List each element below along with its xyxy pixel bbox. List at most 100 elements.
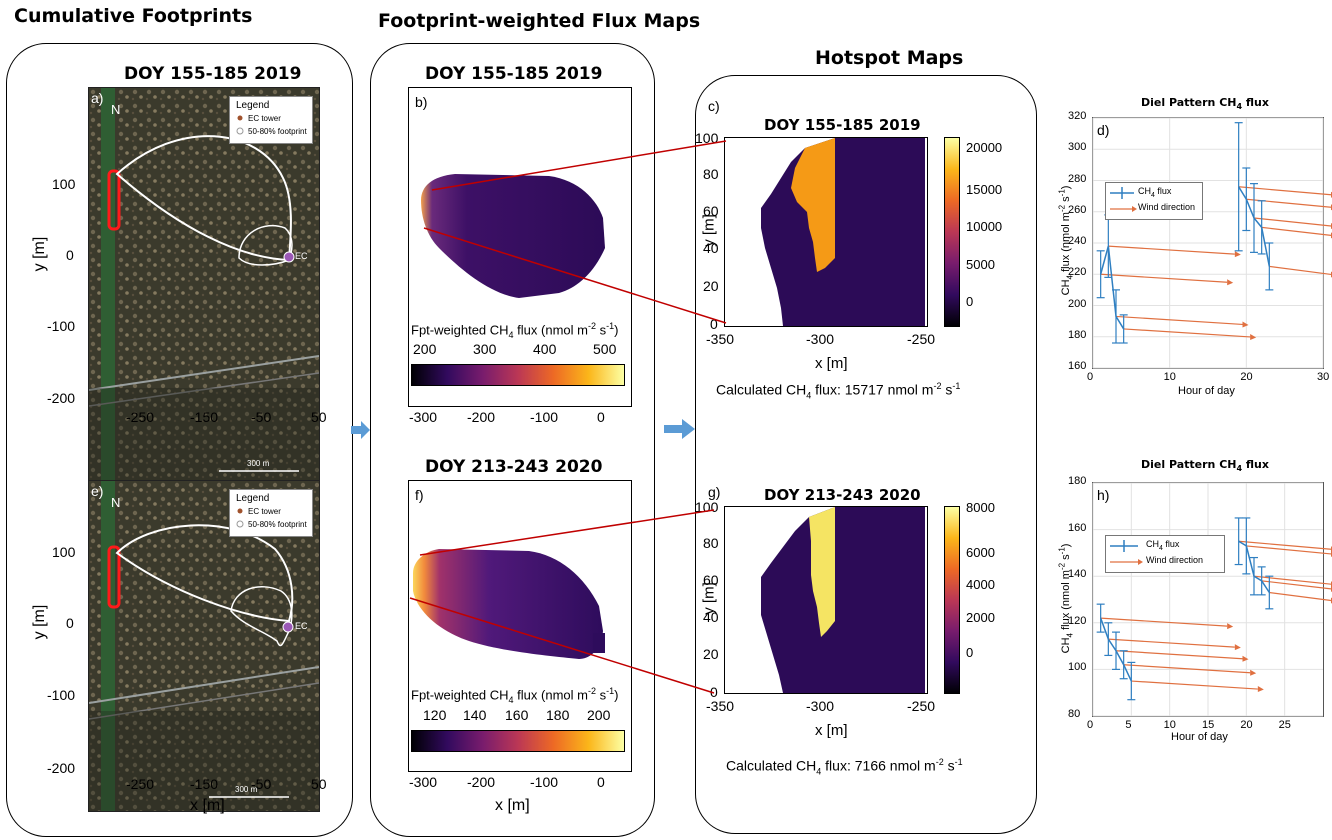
ytick-c-2: 80 bbox=[703, 166, 719, 182]
xtick-b-1: -300 bbox=[409, 409, 438, 425]
ytick-c-1: 100 bbox=[695, 130, 719, 146]
legend-h-wind: Wind direction bbox=[1146, 555, 1204, 565]
flux-series-line bbox=[1099, 186, 1271, 330]
diel-ytick-d: 280 bbox=[1068, 172, 1087, 185]
title-a: DOY 155-185 2019 bbox=[124, 64, 302, 84]
xtick-e-4: 50 bbox=[311, 776, 327, 792]
ytick-e-100: 100 bbox=[52, 544, 76, 560]
wind-arrow bbox=[1238, 186, 1332, 196]
satellite-map-a: a) N EC 300 m Legend EC tower 50-80% foo… bbox=[88, 87, 320, 485]
diel-ytick-h: 140 bbox=[1068, 568, 1087, 581]
cbar-tick-f-2: 140 bbox=[463, 707, 487, 723]
wind-arrow bbox=[1261, 226, 1332, 236]
diel-chart-d: d) CH4 flux Wind direction bbox=[1092, 117, 1332, 369]
legend-d-flux: CH4 flux bbox=[1138, 186, 1172, 199]
cbar-tick-f-4: 180 bbox=[546, 707, 570, 723]
ec-label-a: EC bbox=[295, 251, 308, 261]
colorbar-b bbox=[411, 364, 625, 386]
diel-ytick-h: 80 bbox=[1068, 708, 1081, 720]
cbar-tick-c-5: 0 bbox=[966, 294, 974, 309]
cbar-tick-c-4: 5000 bbox=[966, 257, 995, 272]
ytick-g-6: 0 bbox=[710, 684, 718, 700]
panel-letter-g: g) bbox=[708, 484, 721, 500]
wind-arrow bbox=[1123, 664, 1251, 674]
cbar-label-b: Fpt-weighted CH4 flux (nmol m-2 s-1) bbox=[411, 321, 619, 340]
diel-xtick-d: 30 bbox=[1317, 371, 1330, 383]
panel-letter-f: f) bbox=[415, 487, 424, 503]
satellite-map-e: e) N EC 300 m Legend EC tower 50-80% foo… bbox=[88, 480, 320, 812]
arrow-2-icon bbox=[664, 419, 695, 439]
wind-arrow bbox=[1100, 617, 1228, 627]
colorbar-f bbox=[411, 730, 625, 752]
ytick-g-4: 40 bbox=[703, 609, 719, 625]
diel-ytick-h: 120 bbox=[1068, 614, 1087, 627]
cbar-tick-c-3: 10000 bbox=[966, 219, 1003, 234]
ytick-c-5: 20 bbox=[703, 278, 719, 294]
wind-arrow bbox=[1261, 580, 1332, 590]
title-g: DOY 213-243 2020 bbox=[764, 486, 921, 504]
ytick-e-m100: -100 bbox=[47, 687, 76, 703]
xtick-g-1: -350 bbox=[706, 698, 735, 714]
wind-arrow-head bbox=[1242, 655, 1249, 662]
diel-ytick-h: 160 bbox=[1068, 521, 1087, 534]
wind-arrow bbox=[1108, 245, 1235, 255]
scale-bar-a: 300 m bbox=[247, 459, 270, 468]
legend-ec-a: EC tower bbox=[248, 114, 281, 123]
xlabel-g: x [m] bbox=[815, 722, 848, 739]
cbar-tick-b-4: 500 bbox=[593, 341, 617, 357]
xtick-e-1: -250 bbox=[126, 776, 155, 792]
flux-series-line bbox=[1099, 540, 1270, 682]
panel-letter-a: a) bbox=[91, 90, 104, 106]
wind-arrow-head bbox=[1234, 644, 1241, 651]
calculated-flux-g: Calculated CH4 flux: 7166 nmol m-2 s-1 bbox=[726, 757, 963, 777]
diel-ytick-h: 100 bbox=[1068, 661, 1087, 674]
ytick-g-2: 80 bbox=[703, 535, 719, 551]
xlabel-c: x [m] bbox=[815, 355, 848, 372]
diel-xtick-h: 0 bbox=[1087, 719, 1094, 731]
legend-a: Legend EC tower 50-80% footprint bbox=[229, 96, 313, 144]
wind-arrow-head bbox=[1227, 279, 1234, 286]
legend-h: CH4 flux Wind direction bbox=[1105, 535, 1225, 573]
diel-ytick-d: 240 bbox=[1068, 235, 1087, 247]
ytick-a-m200: -200 bbox=[47, 390, 76, 406]
title-b: DOY 155-185 2019 bbox=[425, 64, 603, 84]
diel-xtick-h: 25 bbox=[1278, 719, 1291, 731]
xtick-f-2: -200 bbox=[467, 774, 496, 790]
xlabel-e: x [m] bbox=[190, 797, 225, 814]
xtick-f-1: -300 bbox=[409, 774, 438, 790]
wind-arrow bbox=[1238, 540, 1332, 550]
diel-xtick-d: 0 bbox=[1087, 371, 1094, 383]
ylabel-h: CH4 flux (nmol m-2 s-1) bbox=[1057, 543, 1075, 654]
cbar-tick-g-1: 8000 bbox=[966, 500, 995, 515]
wind-arrow-head bbox=[1227, 623, 1234, 630]
wind-arrow bbox=[1115, 315, 1243, 326]
cbar-tick-g-5: 0 bbox=[966, 645, 974, 660]
wind-arrow-head bbox=[1250, 669, 1257, 676]
xlabel-d: Hour of day bbox=[1178, 385, 1235, 397]
xtick-a-4: 50 bbox=[311, 409, 327, 425]
cbar-tick-g-4: 2000 bbox=[966, 610, 995, 625]
xlabel-f: x [m] bbox=[495, 797, 530, 814]
cbar-tick-f-5: 200 bbox=[587, 707, 611, 723]
panel-letter-h: h) bbox=[1097, 487, 1110, 503]
cbar-tick-b-3: 400 bbox=[533, 341, 557, 357]
wind-arrow bbox=[1115, 650, 1243, 660]
xtick-a-1: -250 bbox=[126, 409, 155, 425]
cbar-tick-c-2: 15000 bbox=[966, 182, 1003, 197]
wind-arrow-head bbox=[1234, 251, 1241, 258]
diel-xtick-d: 20 bbox=[1240, 371, 1253, 383]
xtick-g-3: -250 bbox=[907, 698, 936, 714]
legend-fpt-a: 50-80% footprint bbox=[248, 127, 307, 136]
ytick-a-0: 0 bbox=[66, 247, 74, 263]
cbar-label-f: Fpt-weighted CH4 flux (nmol m-2 s-1) bbox=[411, 686, 619, 705]
diel-chart-h: h) CH4 flux Wind direction bbox=[1092, 482, 1332, 717]
scale-bar-e: 300 m bbox=[235, 785, 258, 794]
diel-ytick-d: 160 bbox=[1068, 360, 1087, 372]
wind-arrow-head bbox=[1242, 321, 1249, 328]
xtick-a-3: -50 bbox=[251, 409, 272, 425]
ytick-g-1: 100 bbox=[695, 499, 719, 515]
xtick-e-2: -150 bbox=[190, 776, 219, 792]
ytick-g-5: 20 bbox=[703, 646, 719, 662]
xtick-f-3: -100 bbox=[530, 774, 559, 790]
ytick-a-100: 100 bbox=[52, 176, 76, 192]
